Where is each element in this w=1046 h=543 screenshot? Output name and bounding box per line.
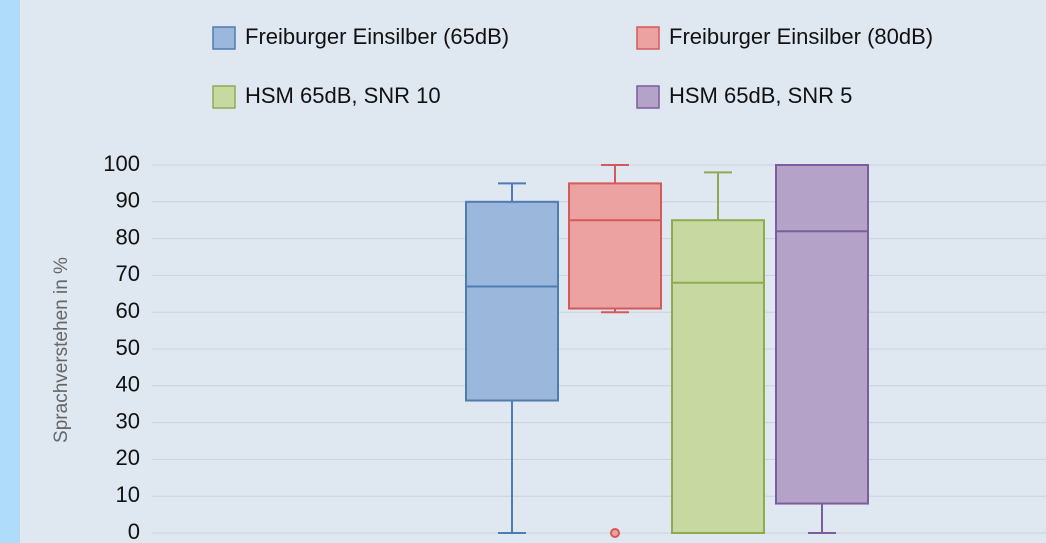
box [775,164,869,505]
y-tick-label: 20 [116,445,140,470]
y-tick-label: 100 [103,151,140,176]
outlier [610,528,620,538]
legend-label: Freiburger Einsilber (65dB) [245,24,509,49]
box [465,200,559,402]
legend-label: Freiburger Einsilber (80dB) [669,24,933,49]
side-strip [0,0,20,543]
y-tick-label: 40 [116,372,140,397]
box [671,219,765,534]
legend-swatch [212,26,236,50]
box [568,182,662,310]
legend-swatch [636,85,660,109]
y-tick-label: 90 [116,188,140,213]
legend-label: HSM 65dB, SNR 5 [669,83,852,108]
y-tick-label: 30 [116,408,140,433]
y-tick-label: 50 [116,335,140,360]
y-tick-label: 10 [116,482,140,507]
legend-swatch [212,85,236,109]
y-tick-label: 60 [116,298,140,323]
legend-label: HSM 65dB, SNR 10 [245,83,441,108]
legend-swatch [636,26,660,50]
y-tick-label: 0 [128,519,140,543]
y-tick-label: 70 [116,261,140,286]
y-axis-label: Sprachverstehen in % [51,257,72,443]
y-tick-label: 80 [116,224,140,249]
